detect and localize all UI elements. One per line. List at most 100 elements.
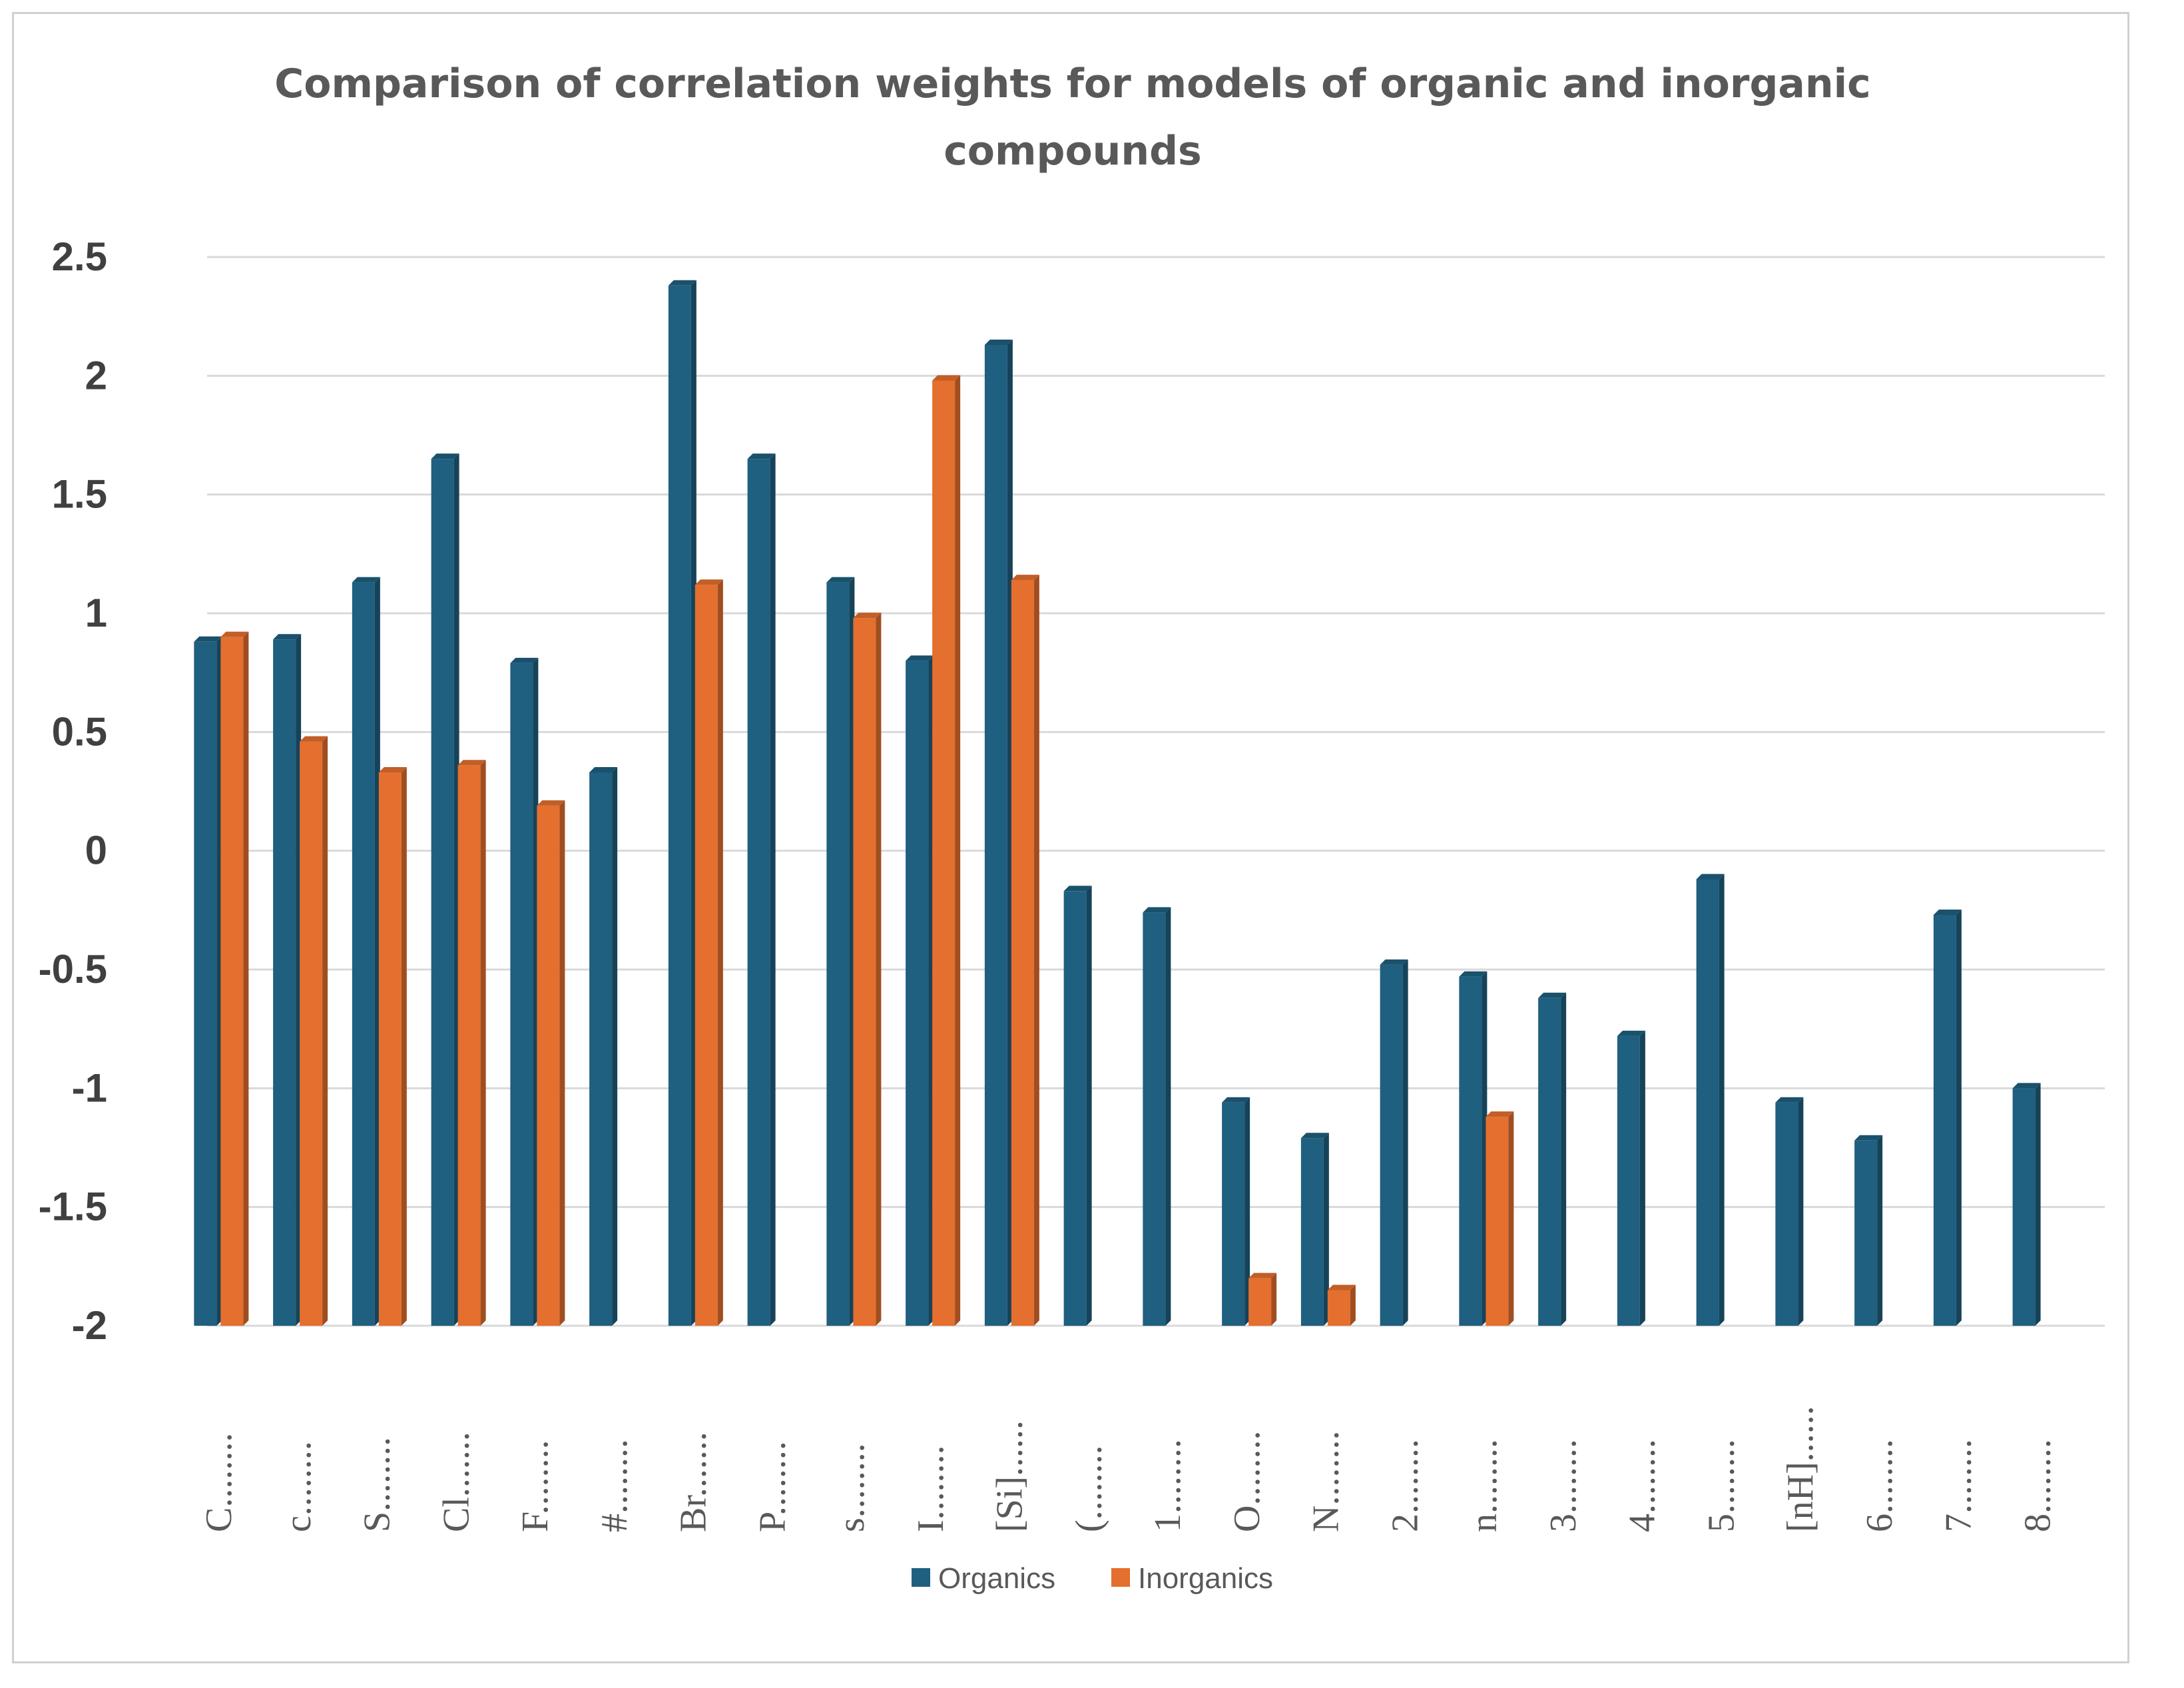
bar-organics-9: [906, 655, 934, 1326]
bar-face: [1063, 891, 1087, 1326]
bar-side: [1639, 1030, 1645, 1326]
bar-top: [352, 577, 380, 583]
bar-inorganics-6: [694, 579, 723, 1326]
bar-top: [1775, 1097, 1804, 1103]
y-tick-label: -2: [72, 1303, 107, 1348]
bar-side: [1165, 907, 1171, 1326]
bar-face: [537, 805, 560, 1326]
bar-side: [1244, 1097, 1250, 1326]
bar-organics-20: [1775, 1097, 1804, 1326]
bar-top: [537, 800, 565, 806]
bar-face: [1222, 1102, 1245, 1326]
x-tick-label: #........: [594, 1439, 635, 1532]
bar-top: [932, 375, 961, 381]
bar-top: [1011, 575, 1039, 581]
bar-organics-2: [352, 577, 380, 1326]
legend-label-inorganics: Inorganics: [1138, 1562, 1273, 1595]
chart-frame: Comparison of correlation weights for mo…: [12, 12, 2129, 1663]
bar-face: [1696, 879, 1719, 1326]
x-tick-label: I........: [910, 1445, 952, 1532]
bar-organics-13: [1222, 1097, 1250, 1326]
bar-face: [1327, 1290, 1350, 1326]
bar-side: [1271, 1272, 1277, 1326]
bar-organics-5: [589, 766, 618, 1326]
bar-top: [1538, 992, 1567, 998]
bar-inorganics-2: [378, 766, 407, 1326]
bar-top: [826, 577, 855, 583]
bar-side: [2035, 1083, 2041, 1326]
bar-side: [1402, 959, 1408, 1326]
bar-face: [457, 765, 481, 1326]
legend-swatch-organics: [912, 1568, 930, 1587]
bar-side: [612, 766, 618, 1326]
bar-organics-22: [1933, 909, 1962, 1326]
bar-face: [906, 661, 929, 1326]
bar-face: [431, 459, 454, 1326]
x-tick-label: 5........: [1701, 1439, 1742, 1532]
bar-inorganics-16: [1486, 1111, 1514, 1326]
bar-organics-14: [1300, 1133, 1329, 1326]
x-tick-label: [nH]......: [1780, 1406, 1821, 1532]
bar-top: [694, 579, 723, 585]
chart-svg: Comparison of correlation weights for mo…: [39, 61, 2105, 1595]
x-tick-label: S........: [357, 1437, 398, 1532]
bar-organics-21: [1854, 1135, 1883, 1326]
bar-organics-10: [984, 339, 1013, 1326]
bar-face: [1486, 1117, 1509, 1326]
bar-organics-1: [273, 634, 302, 1326]
bar-top: [1300, 1133, 1329, 1139]
bar-face: [352, 582, 375, 1326]
bar-side: [1508, 1111, 1514, 1326]
bar-face: [194, 641, 217, 1326]
bar-side: [1561, 992, 1567, 1326]
y-tick-label: -1: [72, 1065, 107, 1110]
bar-top: [457, 760, 486, 766]
bar-inorganics-9: [932, 375, 961, 1326]
bar-face: [1538, 997, 1561, 1326]
x-tick-label: 6........: [1859, 1439, 1900, 1532]
x-tick-label: 3........: [1543, 1439, 1584, 1532]
bar-side: [322, 736, 328, 1326]
legend-swatch-inorganics: [1111, 1568, 1130, 1587]
bar-top: [589, 766, 618, 772]
bar-side: [1033, 575, 1039, 1326]
bar-side: [1350, 1284, 1356, 1326]
bar-side: [1798, 1097, 1804, 1326]
bar-top: [378, 766, 407, 772]
bar-inorganics-1: [300, 736, 328, 1326]
bar-inorganics-13: [1248, 1272, 1277, 1326]
bar-inorganics-3: [457, 760, 486, 1326]
bar-top: [1696, 874, 1725, 880]
x-tick-label: F........: [515, 1440, 556, 1532]
bar-organics-7: [747, 453, 776, 1326]
bar-top: [220, 631, 249, 637]
bar-top: [1327, 1284, 1356, 1290]
bar-organics-18: [1617, 1030, 1645, 1326]
bar-face: [1617, 1035, 1640, 1326]
bar-top: [2012, 1083, 2041, 1089]
bar-top: [1459, 971, 1488, 977]
bar-side: [1956, 909, 1962, 1326]
bar-organics-12: [1143, 907, 1171, 1326]
bar-face: [273, 639, 296, 1326]
bar-side: [1719, 874, 1725, 1326]
bar-face: [853, 618, 876, 1326]
x-tick-label: Br.......: [673, 1432, 714, 1532]
bar-side: [1086, 886, 1092, 1326]
y-tick-label: 0: [85, 828, 107, 873]
bar-top: [273, 634, 302, 640]
bar-side: [955, 375, 961, 1326]
bars: [194, 280, 2041, 1326]
bar-organics-8: [826, 577, 855, 1326]
y-axis-tick-labels: 2.5 2 1.5 1 0.5 0 -0.5 -1 -1.5 -2: [39, 234, 107, 1348]
bar-top: [984, 339, 1013, 345]
bar-side: [401, 766, 407, 1326]
x-tick-label: n........: [1464, 1439, 1505, 1532]
bar-top: [1063, 886, 1092, 892]
bar-top: [1854, 1135, 1883, 1141]
bar-top: [747, 453, 776, 459]
bar-inorganics-10: [1011, 575, 1039, 1326]
y-tick-label: 1: [85, 591, 107, 635]
x-tick-label: [Si]......: [989, 1420, 1031, 1532]
bar-face: [1775, 1102, 1798, 1326]
